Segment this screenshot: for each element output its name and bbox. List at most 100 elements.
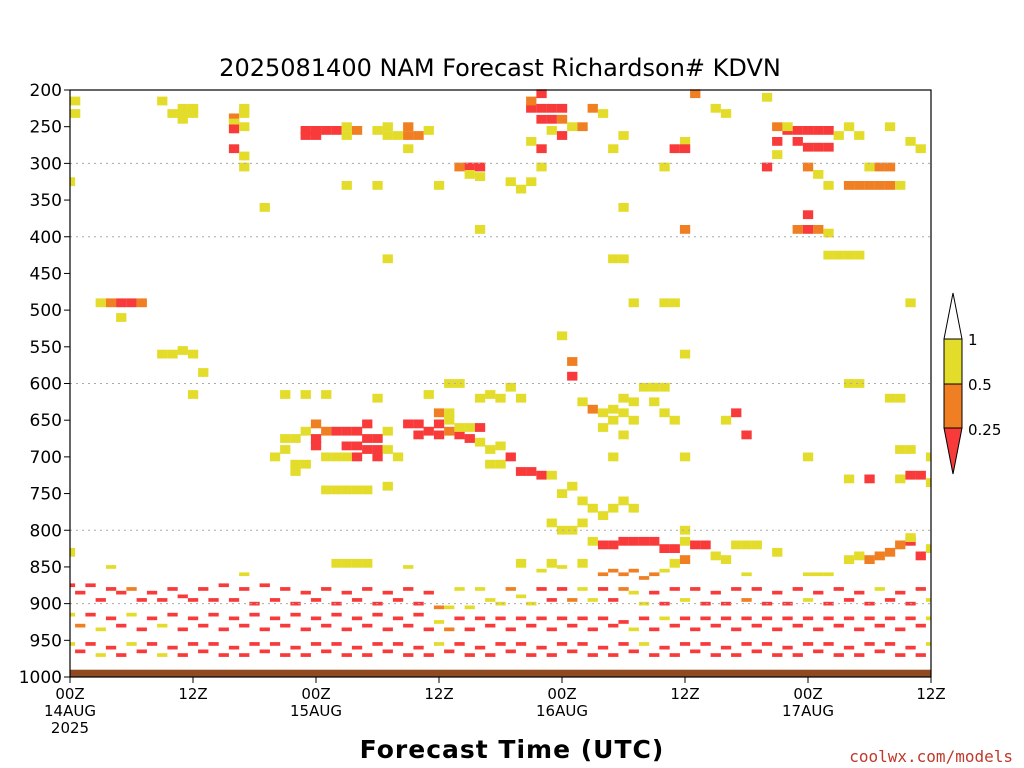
ri-cell [300, 590, 311, 595]
ri-cell [75, 623, 86, 628]
ri-cell [925, 598, 931, 602]
ri-cell [310, 434, 322, 443]
legend-label: 0.25 [968, 421, 1001, 439]
ri-cell [341, 653, 352, 657]
ri-cell [433, 620, 445, 624]
ri-cell [628, 590, 639, 595]
ri-cell [864, 162, 875, 172]
ri-cell [874, 623, 885, 628]
ri-cell [628, 568, 639, 573]
ri-cell [895, 540, 906, 550]
ri-cell [167, 587, 178, 591]
ri-cell [515, 558, 527, 568]
ri-cell [310, 441, 322, 451]
ri-cell [679, 349, 691, 359]
ri-cell [331, 126, 342, 135]
ri-cell [618, 496, 629, 506]
ri-cell [362, 558, 373, 568]
ri-cell [884, 642, 896, 646]
ri-cell [864, 181, 875, 190]
ri-cell [403, 144, 414, 154]
ri-cell [239, 109, 250, 118]
ri-cell [854, 181, 865, 190]
ri-cell [761, 92, 773, 102]
ri-cell [813, 590, 824, 595]
ri-cell [310, 616, 322, 621]
ri-cell [177, 627, 188, 632]
ri-cell [403, 623, 414, 628]
ri-cell [474, 162, 486, 172]
ri-cell [382, 649, 393, 654]
ri-cell [187, 616, 199, 621]
ri-cell [864, 555, 875, 564]
legend-arrow-bottom [943, 427, 963, 475]
ri-cell [382, 590, 393, 595]
ri-cell [126, 587, 137, 591]
ri-cell [105, 565, 117, 569]
ri-cell [741, 430, 752, 440]
ri-cell [351, 645, 363, 650]
ri-cell [228, 645, 240, 650]
legend-bin-0.25-0.5 [943, 383, 963, 429]
ri-cell [341, 131, 352, 140]
ri-cell [597, 511, 609, 520]
ri-cell [433, 408, 445, 418]
ri-cell [915, 551, 926, 561]
ri-cell [843, 598, 855, 602]
ri-cell [474, 225, 486, 234]
ri-cell [157, 623, 168, 628]
ri-cell [331, 601, 342, 606]
ri-cell [444, 415, 455, 425]
ri-cell [874, 181, 885, 190]
y-tick-label: 500 [30, 301, 62, 321]
ri-cell [608, 623, 619, 628]
legend-bin-0.5-1 [943, 338, 963, 385]
y-tick-label: 250 [30, 118, 62, 138]
ri-cell [587, 404, 598, 414]
ri-cell [843, 474, 855, 484]
ri-cell [331, 426, 342, 436]
ri-cell [905, 645, 916, 650]
ri-cell [362, 587, 373, 591]
ri-cell [454, 642, 465, 646]
ri-cell [95, 627, 106, 632]
ri-cell [495, 642, 506, 646]
ri-cell [280, 587, 291, 591]
pressure-axis: 200 250 300 350 400 450 500 550 600 650 700 750 800 8… [19, 81, 70, 688]
ri-cell [638, 382, 650, 392]
ri-cell [618, 572, 629, 577]
ri-cell [105, 616, 117, 621]
ri-cell [177, 103, 188, 113]
ri-cell [177, 346, 188, 355]
ri-cell [290, 612, 301, 617]
ri-cell [269, 616, 281, 621]
ri-cell [187, 349, 199, 359]
ri-cell [567, 525, 578, 535]
y-tick-label: 850 [30, 558, 62, 578]
ri-cell [751, 623, 762, 628]
ri-cell [392, 131, 404, 140]
ri-cell [403, 653, 414, 657]
ri-cell [290, 601, 301, 606]
ri-cell [608, 404, 619, 414]
ri-cell [70, 612, 76, 617]
legend-label: 1 [968, 331, 978, 349]
ri-cell [526, 601, 537, 606]
ri-cell [300, 390, 311, 399]
ri-cell [669, 587, 680, 591]
ri-cell [474, 172, 486, 181]
ri-cell [505, 587, 516, 591]
ri-cell [474, 423, 486, 432]
ri-cell [403, 565, 414, 569]
ri-cell [833, 623, 844, 628]
ri-cell [372, 445, 383, 454]
ri-cell [167, 645, 178, 650]
ri-cell [556, 103, 568, 113]
ri-cell [669, 558, 680, 568]
ri-cell [556, 131, 568, 140]
ri-cell [813, 225, 824, 234]
y-tick-label: 450 [30, 264, 62, 284]
ri-cell [905, 616, 916, 621]
ri-cell [761, 642, 773, 646]
ri-cell [638, 642, 650, 646]
